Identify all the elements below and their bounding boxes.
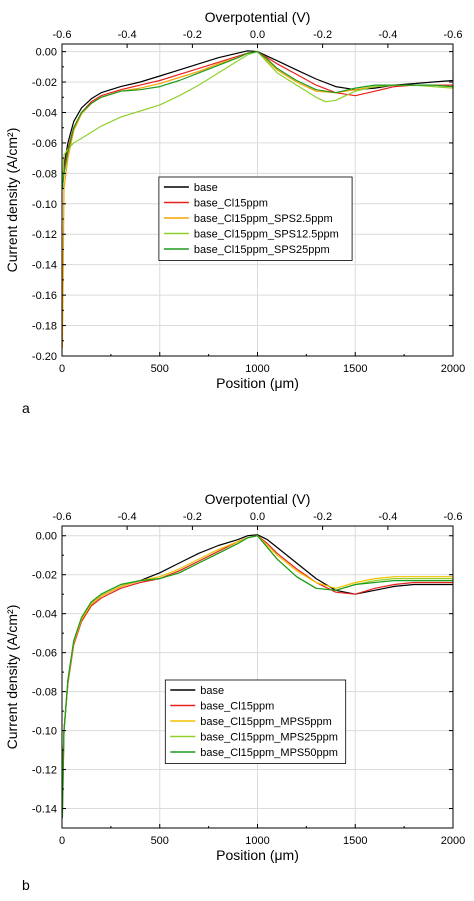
y-tick-label: -0.16	[32, 290, 57, 302]
x-tick-label: 2000	[441, 363, 465, 375]
y-axis-title: Current density (A/cm²)	[4, 605, 20, 750]
legend-label: base_Cl15ppm_SPS25ppm	[194, 244, 330, 256]
top-tick-label: -0.4	[378, 511, 397, 523]
top-tick-label: -0.2	[183, 511, 202, 523]
legend-label: base	[194, 182, 218, 194]
top-tick-label: 0.0	[250, 511, 265, 523]
series-group	[62, 534, 453, 819]
legend-label: base_Cl15ppm_SPS12.5ppm	[194, 229, 339, 241]
series-line-base_Cl15ppm_MPS5ppm	[62, 535, 453, 819]
top-axis-title: Overpotential (V)	[205, 9, 311, 25]
series-group	[62, 50, 453, 349]
top-tick-label: -0.4	[378, 29, 397, 41]
y-tick-label: -0.02	[32, 570, 57, 582]
y-axis-title: Current density (A/cm²)	[4, 128, 20, 273]
y-tick-label: -0.04	[32, 609, 57, 621]
y-tick-label: 0.00	[36, 47, 57, 59]
top-tick-label: -0.6	[53, 511, 72, 523]
x-tick-label: 2000	[441, 835, 465, 847]
x-tick-label: 1500	[343, 835, 367, 847]
y-tick-label: -0.06	[32, 648, 57, 660]
series-line-base_Cl15ppm_SPS25ppm	[62, 51, 453, 189]
y-tick-label: -0.14	[32, 260, 57, 272]
x-tick-label: 1000	[245, 363, 269, 375]
top-tick-label: 0.0	[250, 29, 265, 41]
legend-label: base_Cl15ppm_MPS50ppm	[200, 747, 338, 759]
y-tick-label: -0.12	[32, 765, 57, 777]
panel-label: a	[22, 400, 30, 416]
top-tick-label: -0.6	[444, 511, 463, 523]
legend-label: base_Cl15ppm	[200, 701, 274, 713]
top-tick-label: -0.2	[313, 29, 332, 41]
legend: base base_Cl15ppm base_Cl15ppm_SPS2.5ppmba…	[158, 176, 353, 261]
panel-label: b	[22, 877, 30, 893]
top-tick-label: -0.4	[118, 29, 137, 41]
y-tick-label: -0.08	[32, 687, 57, 699]
x-tick-label: 1500	[343, 363, 367, 375]
x-tick-label: 0	[59, 835, 65, 847]
x-tick-label: 1000	[245, 835, 269, 847]
y-tick-label: -0.06	[32, 138, 57, 150]
y-tick-label: -0.20	[32, 351, 57, 363]
top-tick-label: -0.2	[183, 29, 202, 41]
y-tick-label: -0.02	[32, 77, 57, 89]
y-tick-label: -0.14	[32, 804, 57, 816]
legend: base base_Cl15ppm base_Cl15ppm_MPS5ppmbase…	[164, 679, 347, 764]
top-tick-label: -0.2	[313, 511, 332, 523]
legend-label: base_Cl15ppm_MPS25ppm	[200, 732, 338, 744]
x-tick-label: 0	[59, 363, 65, 375]
y-tick-label: 0.00	[36, 531, 57, 543]
x-tick-label: 500	[151, 363, 169, 375]
legend-label: base_Cl15ppm	[194, 198, 268, 210]
legend-box	[158, 176, 353, 261]
top-tick-label: -0.6	[53, 29, 72, 41]
chart-panel-b: 0 500 1000 1500 2000 -0.6 -0.4 -0.2 0.0 -0.2 -0.4 -…	[4, 491, 465, 893]
series-line-base_Cl15ppm_MPS50ppm	[62, 535, 453, 819]
legend-label: base_Cl15ppm_SPS2.5ppm	[194, 213, 333, 225]
top-tick-label: -0.4	[118, 511, 137, 523]
y-tick-label: -0.10	[32, 199, 57, 211]
x-axis-title: Position (μm)	[216, 847, 299, 863]
y-tick-label: -0.10	[32, 726, 57, 738]
y-tick-label: -0.18	[32, 321, 57, 333]
y-tick-label: -0.04	[32, 107, 57, 119]
y-tick-label: -0.12	[32, 229, 57, 241]
top-axis-title: Overpotential (V)	[205, 491, 311, 507]
legend-box	[164, 679, 347, 764]
legend-label: base	[200, 685, 224, 697]
series-line-base_Cl15ppm_SPS12.5ppm	[62, 51, 453, 189]
top-tick-label: -0.6	[444, 29, 463, 41]
x-axis-title: Position (μm)	[216, 375, 299, 391]
legend-label: base_Cl15ppm_MPS5ppm	[200, 716, 331, 728]
chart-panel-a: 0 500 1000 1500 2000 -0.6 -0.4 -0.2 0.0 -0.2 -0.4 -…	[4, 9, 465, 416]
x-tick-label: 500	[151, 835, 169, 847]
y-tick-label: -0.08	[32, 168, 57, 180]
